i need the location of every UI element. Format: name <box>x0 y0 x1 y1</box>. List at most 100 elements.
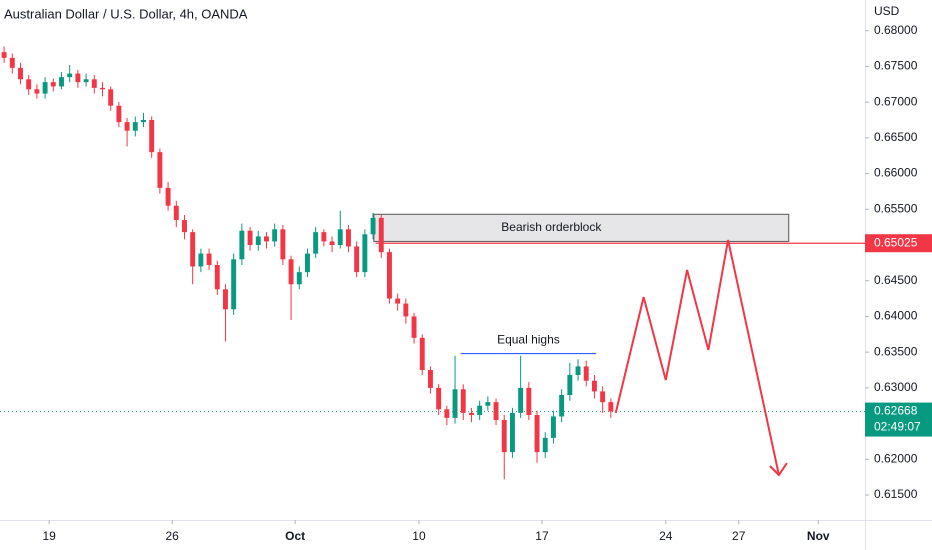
projection-arrowhead <box>769 462 788 477</box>
candle-body <box>542 437 548 453</box>
candle-body <box>518 387 524 413</box>
candle-body <box>190 232 196 267</box>
x-tick-label: 27 <box>732 529 746 543</box>
candle-body <box>305 253 310 273</box>
candle-body <box>108 89 114 106</box>
candle-body <box>214 265 220 290</box>
candle-body <box>608 402 614 412</box>
candle-body <box>534 415 540 453</box>
candle-body <box>526 387 532 415</box>
candle-body <box>362 234 368 273</box>
y-axis-label: USD <box>874 4 900 18</box>
candle-body <box>247 230 253 245</box>
y-tick-label: 0.61500 <box>874 487 918 501</box>
candle-body <box>132 122 138 131</box>
y-tick-label: 0.65500 <box>874 201 918 215</box>
candle-body <box>321 232 327 242</box>
candle-body <box>255 236 261 245</box>
candle-body <box>157 152 163 188</box>
y-tick-label: 0.66000 <box>874 166 918 180</box>
candle-body <box>239 230 245 260</box>
candle-body <box>337 229 343 245</box>
candle-body <box>468 412 474 415</box>
candle-body <box>149 120 155 153</box>
candle-body <box>165 187 171 206</box>
chart-title: Australian Dollar / U.S. Dollar, 4h, OAN… <box>4 6 248 21</box>
candle-body <box>313 232 319 254</box>
x-tick-label: Oct <box>285 529 305 543</box>
candle-body <box>567 375 573 395</box>
last-price-box <box>865 402 932 437</box>
candle-body <box>272 229 278 242</box>
countdown-label: 02:49:07 <box>874 420 921 434</box>
candle-body <box>460 389 466 413</box>
projection-path <box>614 239 780 476</box>
candle-body <box>370 217 376 235</box>
y-tick-label: 0.66500 <box>874 130 918 144</box>
candle-body <box>509 412 515 453</box>
equal-highs-label: Equal highs <box>497 333 560 347</box>
candle-body <box>427 370 433 388</box>
last-price-label: 0.62668 <box>874 404 918 418</box>
candle-body <box>231 259 237 310</box>
candle-body <box>116 105 122 123</box>
candle-body <box>378 217 384 253</box>
x-tick-label: 24 <box>659 529 673 543</box>
candle-body <box>198 253 204 267</box>
candle-body <box>296 272 302 285</box>
candle-body <box>75 73 81 83</box>
candle-body <box>223 289 228 310</box>
candle-body <box>280 229 286 260</box>
y-tick-label: 0.64000 <box>874 309 918 323</box>
candle-body <box>583 366 589 381</box>
candle-body <box>501 420 507 453</box>
candle-body <box>50 82 56 87</box>
x-tick-label: 26 <box>166 529 180 543</box>
y-tick-label: 0.68000 <box>874 23 918 37</box>
x-tick-label: 19 <box>43 529 57 543</box>
level-price-label: 0.65025 <box>874 235 918 249</box>
candle-body <box>141 120 146 123</box>
x-tick-label: 17 <box>535 529 549 543</box>
y-tick-label: 0.64500 <box>874 273 918 287</box>
candle-body <box>346 229 351 247</box>
candle-body <box>452 389 458 418</box>
candle-body <box>354 246 360 273</box>
candle-body <box>329 241 335 245</box>
y-tick-label: 0.67500 <box>874 59 918 73</box>
y-tick-label: 0.63500 <box>874 344 918 358</box>
candle-body <box>600 391 606 403</box>
candle-body <box>9 57 15 68</box>
candle-body <box>26 79 32 90</box>
candle-body <box>100 87 105 90</box>
x-tick-label: Nov <box>807 529 830 543</box>
x-tick-label: 10 <box>412 529 426 543</box>
zone-label: Bearish orderblock <box>501 220 602 234</box>
candle-body <box>575 366 581 375</box>
candle-body <box>591 380 597 392</box>
candle-body <box>83 79 89 83</box>
candle-body <box>59 77 64 87</box>
candle-body <box>173 205 179 220</box>
candle-body <box>67 73 73 78</box>
candle-body <box>411 316 417 338</box>
candle-body <box>493 402 499 420</box>
candle-body <box>485 402 491 406</box>
candle-body <box>386 252 392 299</box>
candle-body <box>403 303 409 317</box>
candle-body <box>124 122 130 131</box>
y-tick-label: 0.67000 <box>874 94 918 108</box>
candle-body <box>264 236 269 242</box>
candle-body <box>91 79 97 88</box>
y-tick-label: 0.62000 <box>874 451 918 465</box>
candle-body <box>34 89 40 94</box>
candle-body <box>288 259 294 285</box>
candle-body <box>419 337 425 370</box>
candle-body <box>42 82 48 94</box>
candle-body <box>559 395 565 417</box>
candle-body <box>444 409 450 418</box>
candle-body <box>182 220 187 233</box>
candle-body <box>1 52 7 58</box>
candle-body <box>550 416 556 438</box>
